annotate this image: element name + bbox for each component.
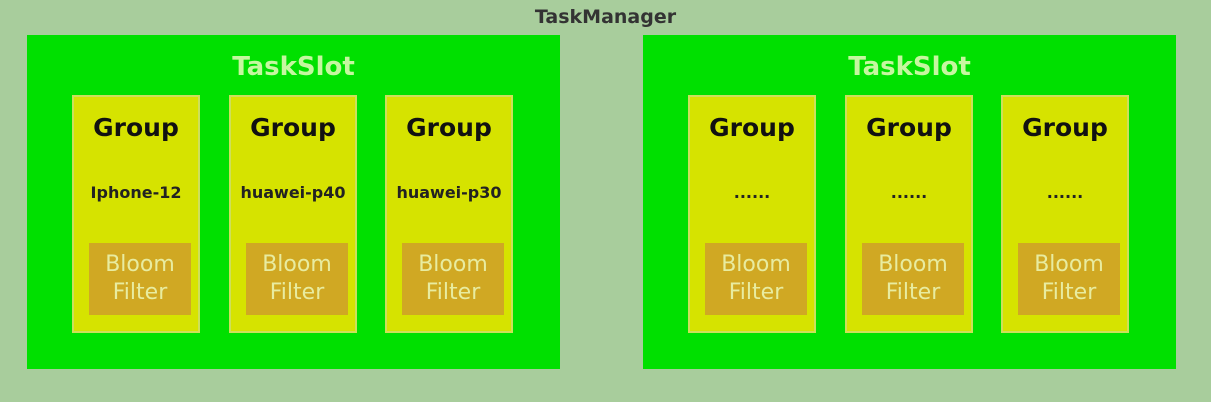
bloom-filter-label: Bloom Filter	[418, 252, 488, 305]
task-slot-title: TaskSlot	[232, 52, 355, 82]
group-box: Group ...... Bloom Filter	[688, 95, 816, 333]
group-item-label: ......	[733, 183, 771, 202]
bloom-filter-label: Bloom Filter	[878, 252, 948, 305]
group-title: Group	[709, 113, 795, 142]
bloom-filter-box: Bloom Filter	[89, 243, 191, 315]
group-item-label: ......	[1046, 183, 1084, 202]
bloom-filter-label: Bloom Filter	[1034, 252, 1104, 305]
group-item-label: Iphone-12	[90, 183, 182, 202]
bloom-filter-label: Bloom Filter	[721, 252, 791, 305]
bloom-filter-box: Bloom Filter	[246, 243, 348, 315]
bloom-filter-label: Bloom Filter	[105, 252, 175, 305]
group-box: Group huawei-p40 Bloom Filter	[229, 95, 357, 333]
bloom-filter-box: Bloom Filter	[862, 243, 964, 315]
task-manager-title: TaskManager	[534, 6, 677, 28]
group-title: Group	[1022, 113, 1108, 142]
group-item-label: huawei-p40	[240, 183, 346, 202]
task-slot-2: TaskSlot Group ...... Bloom Filter Group…	[643, 35, 1176, 369]
group-title: Group	[406, 113, 492, 142]
bloom-filter-box: Bloom Filter	[402, 243, 504, 315]
group-box: Group Iphone-12 Bloom Filter	[72, 95, 200, 333]
bloom-filter-label: Bloom Filter	[262, 252, 332, 305]
group-box: Group huawei-p30 Bloom Filter	[385, 95, 513, 333]
group-item-label: huawei-p30	[396, 183, 502, 202]
bloom-filter-box: Bloom Filter	[1018, 243, 1120, 315]
group-item-label: ......	[890, 183, 928, 202]
group-box: Group ...... Bloom Filter	[1001, 95, 1129, 333]
task-slot-title: TaskSlot	[848, 52, 971, 82]
group-box: Group ...... Bloom Filter	[845, 95, 973, 333]
group-title: Group	[93, 113, 179, 142]
group-title: Group	[866, 113, 952, 142]
group-title: Group	[250, 113, 336, 142]
task-slot-1: TaskSlot Group Iphone-12 Bloom Filter Gr…	[27, 35, 560, 369]
bloom-filter-box: Bloom Filter	[705, 243, 807, 315]
